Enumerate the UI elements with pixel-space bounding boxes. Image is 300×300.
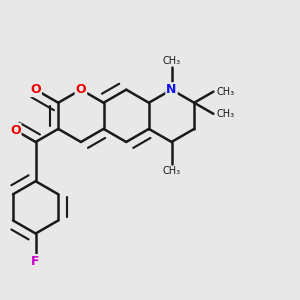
- Text: CH₃: CH₃: [216, 87, 235, 97]
- Text: CH₃: CH₃: [163, 166, 181, 176]
- Text: O: O: [76, 83, 86, 96]
- Text: O: O: [30, 83, 41, 96]
- Text: N: N: [166, 83, 177, 96]
- Text: CH₃: CH₃: [163, 56, 181, 66]
- Text: CH₃: CH₃: [216, 109, 235, 119]
- Text: F: F: [32, 255, 40, 268]
- Text: O: O: [10, 124, 20, 137]
